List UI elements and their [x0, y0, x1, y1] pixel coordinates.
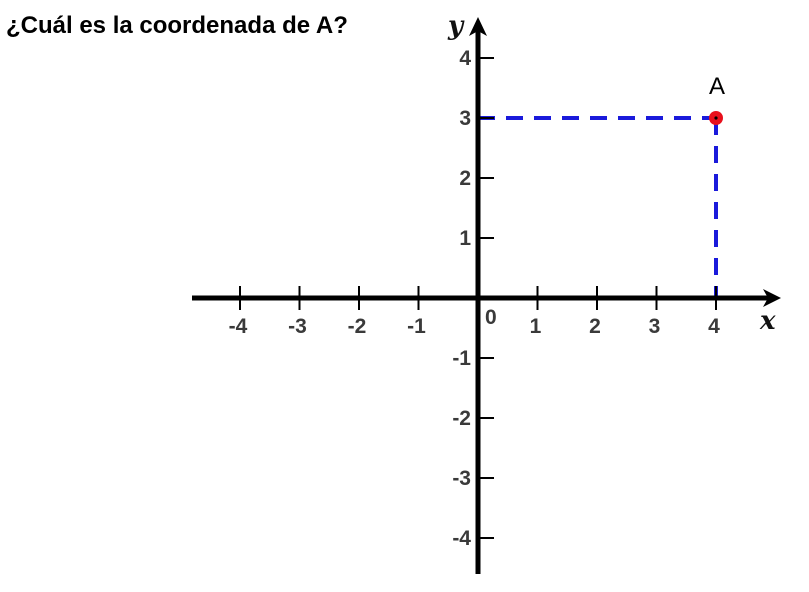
x-tick-label: 1 — [530, 315, 542, 338]
x-tick-label: 2 — [589, 315, 601, 338]
x-tick-label: -3 — [288, 315, 307, 338]
guide-lines — [478, 116, 718, 298]
y-tick-label: 3 — [459, 107, 471, 130]
x-axis-label: x — [759, 306, 776, 336]
axes — [192, 17, 781, 574]
y-axis-arrow — [469, 17, 487, 36]
y-tick-label: 2 — [459, 167, 471, 190]
x-tick-label: 3 — [649, 315, 661, 338]
y-tick-label: -1 — [452, 347, 471, 370]
x-tick-label: -2 — [348, 315, 367, 338]
points: A — [709, 73, 725, 125]
ticks — [239, 57, 717, 539]
y-axis-label: y — [447, 11, 465, 41]
point-a-center — [714, 116, 718, 120]
x-tick-label: -1 — [407, 315, 426, 338]
y-tick-label: -3 — [452, 467, 471, 490]
y-tick-label: -4 — [452, 527, 471, 550]
y-tick-label: 4 — [459, 47, 471, 70]
question-text: ¿Cuál es la coordenada de A? — [6, 12, 348, 39]
x-tick-label: 4 — [708, 315, 720, 338]
y-tick-label: -2 — [452, 407, 471, 430]
x-tick-label: -4 — [229, 315, 248, 338]
origin-label: 0 — [485, 306, 497, 329]
point-a-label: A — [709, 73, 725, 100]
y-tick-label: 1 — [459, 227, 471, 250]
x-axis-arrow — [763, 289, 781, 307]
tick-labels: -4 -3 -2 -1 1 2 3 4 -4 -3 -2 -1 1 2 3 4 0 x y — [229, 11, 776, 550]
